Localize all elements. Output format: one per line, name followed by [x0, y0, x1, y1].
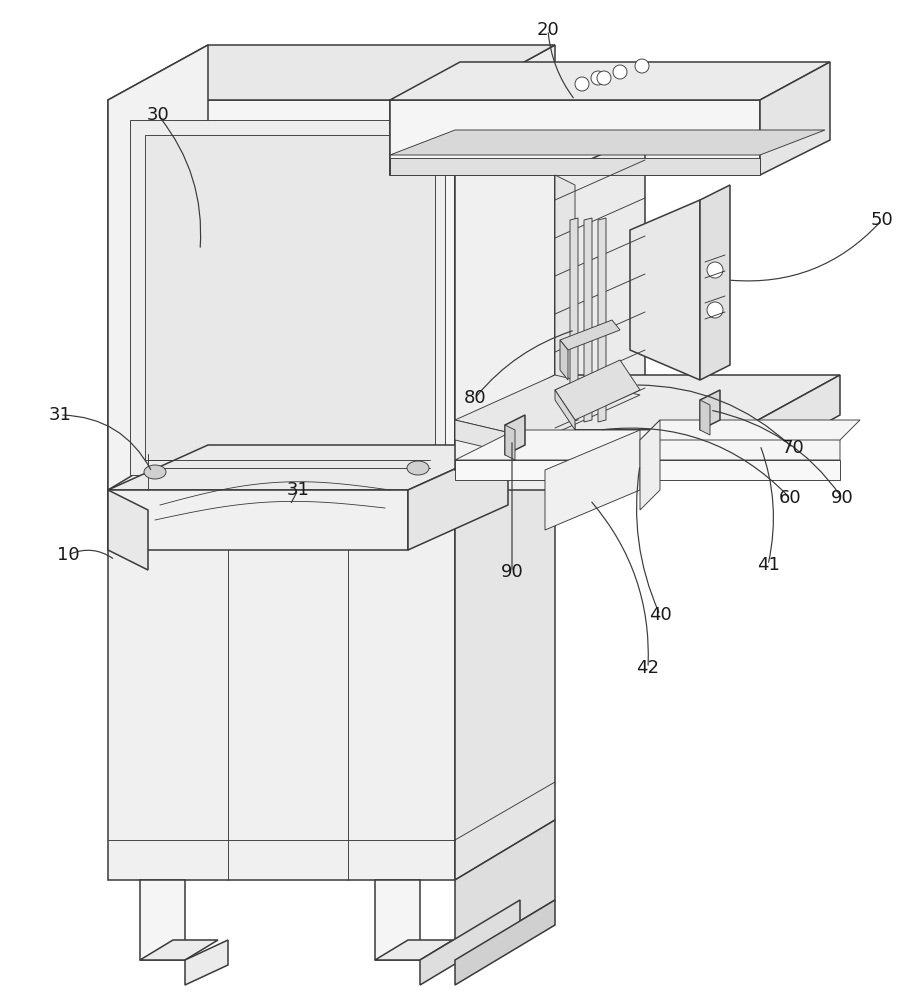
Circle shape	[635, 59, 649, 73]
Polygon shape	[390, 100, 455, 175]
Polygon shape	[505, 415, 525, 455]
Polygon shape	[455, 460, 840, 480]
Polygon shape	[375, 880, 420, 960]
Polygon shape	[108, 490, 408, 550]
Polygon shape	[455, 420, 540, 460]
Polygon shape	[108, 490, 148, 570]
Circle shape	[707, 262, 723, 278]
Polygon shape	[108, 490, 455, 880]
Polygon shape	[555, 390, 575, 430]
Text: 70: 70	[782, 439, 804, 457]
Polygon shape	[640, 420, 860, 440]
Polygon shape	[555, 360, 640, 420]
Polygon shape	[455, 900, 555, 985]
Text: 20: 20	[537, 21, 559, 39]
Circle shape	[613, 65, 627, 79]
Polygon shape	[740, 375, 840, 470]
Polygon shape	[390, 62, 830, 100]
Text: 31: 31	[48, 406, 71, 424]
Polygon shape	[455, 430, 840, 460]
Polygon shape	[140, 880, 185, 960]
Polygon shape	[640, 420, 660, 510]
Text: 10: 10	[56, 546, 79, 564]
Ellipse shape	[144, 465, 166, 479]
Polygon shape	[584, 218, 592, 422]
Polygon shape	[185, 940, 228, 985]
Polygon shape	[108, 430, 555, 490]
Polygon shape	[420, 900, 520, 985]
Text: 90: 90	[831, 489, 854, 507]
Polygon shape	[700, 390, 720, 430]
Polygon shape	[555, 175, 575, 440]
Circle shape	[591, 71, 605, 85]
Text: 30: 30	[147, 106, 169, 124]
Polygon shape	[700, 185, 730, 380]
Polygon shape	[145, 135, 435, 460]
Circle shape	[597, 71, 611, 85]
Polygon shape	[598, 218, 606, 422]
Polygon shape	[570, 218, 578, 422]
Text: 42: 42	[637, 659, 660, 677]
Polygon shape	[555, 135, 645, 430]
Polygon shape	[700, 400, 710, 435]
Polygon shape	[560, 320, 620, 350]
Polygon shape	[545, 430, 640, 530]
Polygon shape	[375, 940, 453, 960]
Text: 31: 31	[287, 481, 310, 499]
Text: 90: 90	[501, 563, 524, 581]
Polygon shape	[560, 340, 568, 380]
Polygon shape	[455, 130, 555, 490]
Circle shape	[707, 302, 723, 318]
Polygon shape	[455, 45, 555, 490]
Text: 60: 60	[779, 489, 802, 507]
Polygon shape	[108, 45, 555, 100]
Text: 50: 50	[871, 211, 894, 229]
Polygon shape	[505, 425, 515, 460]
Polygon shape	[455, 430, 740, 470]
Text: 80: 80	[464, 389, 486, 407]
Polygon shape	[108, 100, 455, 490]
Polygon shape	[408, 445, 508, 550]
Polygon shape	[455, 375, 840, 430]
Polygon shape	[630, 200, 700, 380]
Polygon shape	[390, 100, 760, 175]
Polygon shape	[108, 445, 508, 490]
Ellipse shape	[407, 461, 429, 475]
Text: 40: 40	[649, 606, 671, 624]
Polygon shape	[390, 130, 825, 155]
Circle shape	[575, 77, 589, 91]
Polygon shape	[390, 158, 760, 175]
Polygon shape	[130, 120, 445, 475]
Polygon shape	[455, 375, 640, 440]
Text: 41: 41	[756, 556, 780, 574]
Polygon shape	[455, 430, 555, 880]
Polygon shape	[108, 45, 208, 490]
Polygon shape	[760, 62, 830, 175]
Polygon shape	[455, 820, 555, 960]
Polygon shape	[140, 940, 218, 960]
